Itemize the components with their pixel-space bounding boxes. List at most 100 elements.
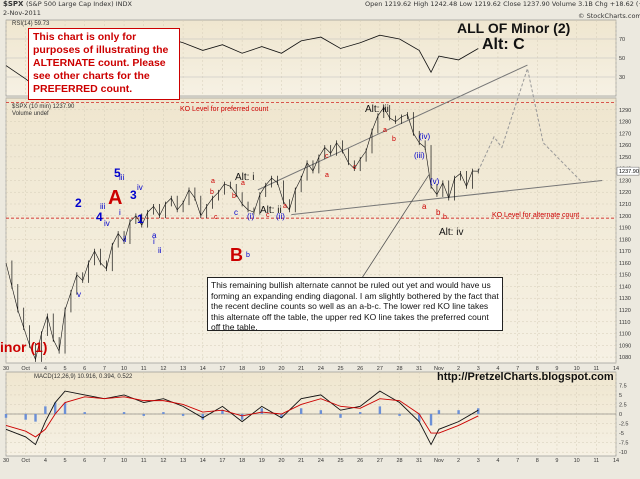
x-tick-label: 26 bbox=[357, 366, 363, 372]
x-tick-label-bottom: 7 bbox=[103, 458, 106, 464]
ko-alternate-label: KO Level for alternate count bbox=[492, 212, 580, 219]
upper-trendline bbox=[257, 64, 528, 191]
price-segment bbox=[23, 327, 30, 346]
wave-label: (v) bbox=[430, 177, 440, 186]
price-segment bbox=[64, 292, 72, 311]
price-segment bbox=[371, 115, 379, 132]
x-tick-label: 24 bbox=[318, 366, 324, 372]
price-segment bbox=[29, 345, 36, 360]
x-tick-label-bottom: 11 bbox=[141, 458, 147, 464]
wave-label: 5 bbox=[114, 166, 121, 180]
rsi-tick-label: 50 bbox=[619, 56, 625, 62]
price-segment bbox=[135, 215, 143, 226]
title-minor-2: ALL OF Minor (2) bbox=[457, 20, 571, 36]
price-segment bbox=[289, 189, 296, 210]
x-tick-label: 9 bbox=[555, 366, 558, 372]
wave-label: iv bbox=[137, 183, 143, 192]
price-tick-label: 1260 bbox=[619, 143, 631, 149]
wave-label: b bbox=[436, 208, 441, 217]
x-tick-label-bottom: 14 bbox=[613, 458, 619, 464]
x-tick-label-bottom: Nov bbox=[434, 458, 444, 464]
x-tick-label: 30 bbox=[3, 366, 9, 372]
macd-histogram-bar bbox=[339, 414, 342, 418]
wave-label: 2 bbox=[75, 196, 82, 210]
price-segment bbox=[354, 159, 361, 169]
wave-label: 3 bbox=[130, 188, 137, 202]
wave-label: a bbox=[152, 231, 157, 240]
price-segment bbox=[182, 189, 190, 203]
wave-label: (i) bbox=[247, 212, 255, 221]
x-tick-label-bottom: 31 bbox=[416, 458, 422, 464]
price-segment bbox=[241, 203, 249, 211]
macd-histogram-bar bbox=[24, 414, 27, 420]
x-tick-label-bottom: 9 bbox=[555, 458, 558, 464]
price-tick-label: 1100 bbox=[619, 332, 631, 338]
x-tick-label-bottom: 8 bbox=[536, 458, 539, 464]
price-segment bbox=[41, 315, 48, 334]
price-segment bbox=[277, 182, 284, 202]
price-segment bbox=[70, 274, 78, 293]
macd-histogram-bar bbox=[418, 414, 421, 422]
macd-histogram-bar bbox=[201, 414, 204, 420]
wave-label: (ii) bbox=[276, 212, 285, 221]
price-segment bbox=[265, 177, 272, 186]
x-tick-label-bottom: 4 bbox=[44, 458, 47, 464]
price-tick-label: 1230 bbox=[619, 178, 631, 184]
wave-label: a bbox=[241, 180, 245, 187]
wave-label: b bbox=[246, 252, 250, 259]
price-segment bbox=[419, 142, 426, 148]
macd-histogram-bar bbox=[221, 410, 224, 414]
macd-signal-line bbox=[5, 396, 479, 438]
wave-label: b bbox=[232, 193, 236, 200]
x-tick-label-bottom: 25 bbox=[337, 458, 343, 464]
macd-histogram-bar bbox=[398, 414, 401, 416]
last-price-box bbox=[616, 166, 640, 176]
price-tick-label: 1170 bbox=[619, 249, 631, 255]
price-segment bbox=[58, 309, 66, 352]
price-segment bbox=[188, 189, 196, 199]
x-tick-label: 10 bbox=[574, 366, 580, 372]
wave-label: b bbox=[210, 189, 214, 196]
price-segment bbox=[336, 142, 343, 152]
price-tick-label: 1080 bbox=[619, 355, 631, 361]
title-alt-c: Alt: C bbox=[482, 36, 525, 53]
macd-histogram-bar bbox=[429, 414, 433, 426]
price-segment bbox=[117, 233, 125, 242]
price-segment bbox=[401, 114, 408, 118]
price-segment bbox=[454, 173, 461, 179]
price-segment bbox=[283, 201, 290, 211]
price-segment bbox=[11, 286, 19, 311]
price-tick-label: 1180 bbox=[619, 237, 631, 243]
x-tick-label-bottom: 13 bbox=[180, 458, 186, 464]
wave-label: B bbox=[230, 245, 243, 265]
price-segment bbox=[424, 147, 432, 187]
price-segment bbox=[5, 262, 13, 287]
x-tick-label: 10 bbox=[121, 366, 127, 372]
x-tick-label: 7 bbox=[103, 366, 106, 372]
x-tick-label-bottom: 4 bbox=[496, 458, 499, 464]
x-tick-label-bottom: 19 bbox=[259, 458, 265, 464]
alternate-analysis-note: This remaining bullish alternate cannot … bbox=[207, 277, 503, 332]
price-segment bbox=[247, 209, 255, 213]
price-segment bbox=[395, 116, 402, 122]
wave-label: b bbox=[443, 214, 447, 221]
price-segment bbox=[389, 117, 396, 122]
price-segment bbox=[230, 186, 237, 195]
price-segment bbox=[300, 162, 308, 179]
macd-tick-label: -2.5 bbox=[619, 422, 628, 428]
macd-histogram-bar bbox=[63, 402, 67, 414]
wave-label: a bbox=[422, 202, 427, 211]
price-segment bbox=[294, 177, 302, 191]
price-segment bbox=[141, 212, 148, 226]
wave-label: iii bbox=[119, 173, 125, 182]
x-tick-label-bottom: 7 bbox=[516, 458, 519, 464]
wave-label: iii bbox=[100, 202, 106, 211]
macd-histogram-bar bbox=[260, 408, 264, 414]
x-tick-label: 21 bbox=[298, 366, 304, 372]
price-segment bbox=[100, 262, 107, 269]
x-tick-label-bottom: 21 bbox=[298, 458, 304, 464]
wave-label: (iv) bbox=[419, 132, 431, 141]
price-segment bbox=[147, 206, 154, 213]
price-tick-label: 1270 bbox=[619, 131, 631, 137]
price-segment bbox=[348, 162, 355, 169]
